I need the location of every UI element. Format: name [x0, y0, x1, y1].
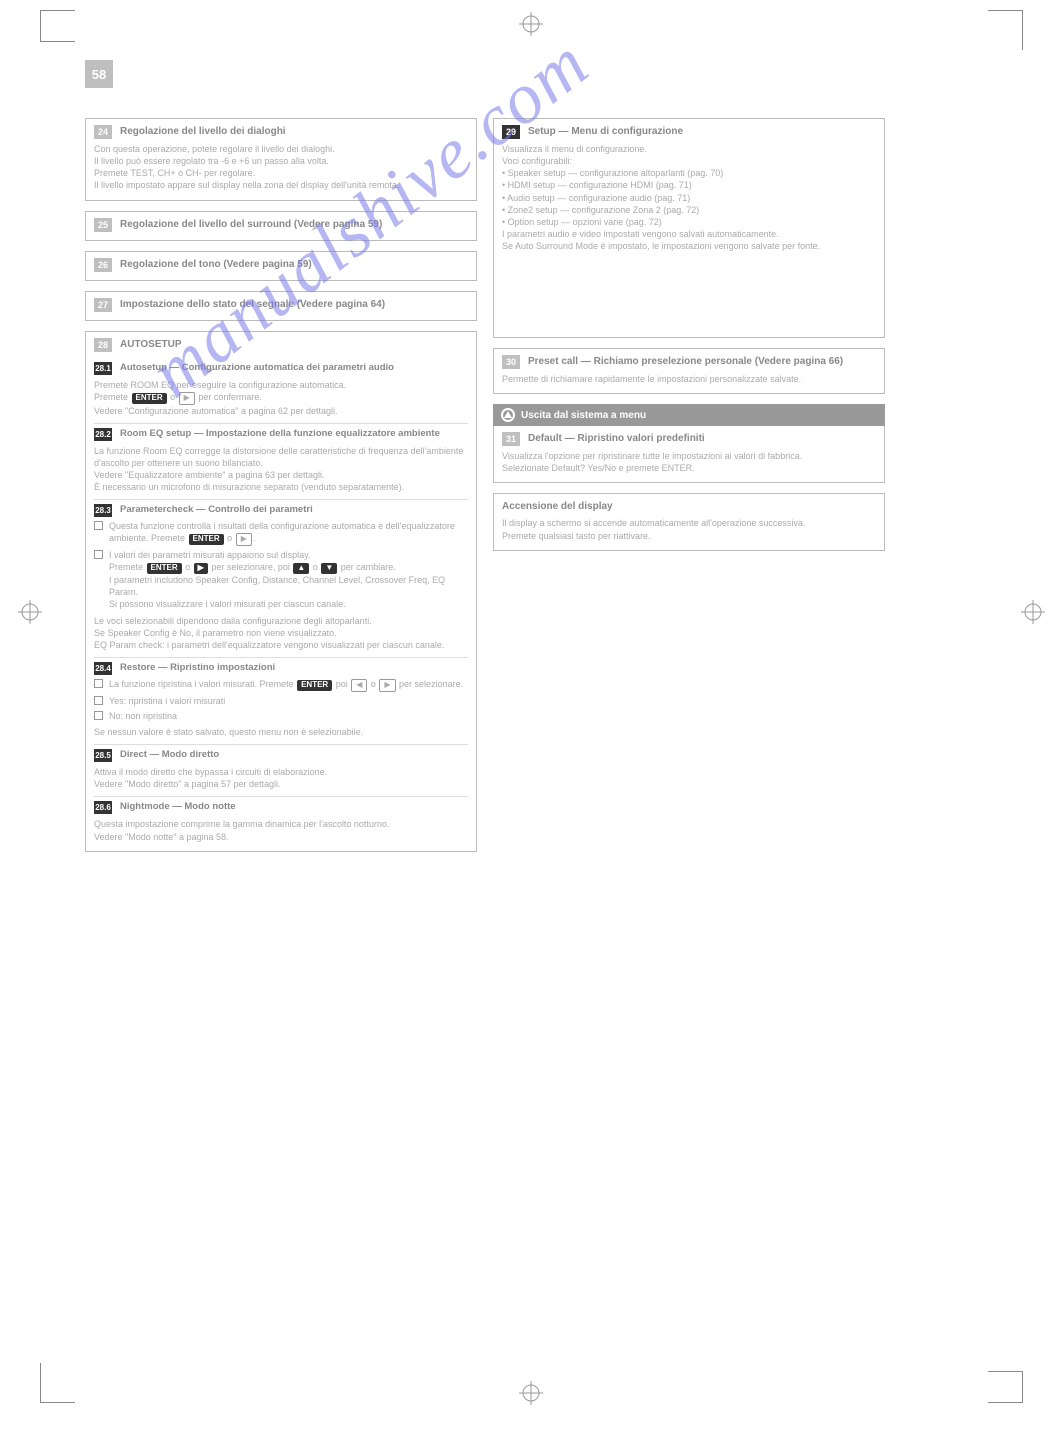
subsection: 28.3 Parametercheck — Controllo dei para… — [94, 499, 468, 651]
bullet-item: I valori dei parametri misurati appaiono… — [94, 549, 468, 610]
bullet-text: La funzione ripristina i valori misurati… — [109, 678, 468, 692]
bullet-item: Yes: ripristina i valori misurati — [94, 695, 468, 707]
subsection-title: Nightmode — Modo notte — [120, 801, 468, 812]
section-25-badge: 25 — [94, 218, 112, 232]
section-26-title: Regolazione del tono (Vedere pagina 59) — [120, 258, 468, 271]
left-column: 24 Regolazione del livello dei dialoghi … — [85, 118, 477, 852]
page-content: 58 24 Regolazione del livello dei dialog… — [85, 60, 885, 1175]
help-banner: Uscita dal sistema a menu — [493, 404, 885, 426]
section-25: 25 Regolazione del livello del surround … — [85, 211, 477, 241]
registration-mark-top — [519, 12, 543, 36]
section-27: 27 Impostazione dello stato del segnale … — [85, 291, 477, 321]
right-column: 29 Setup — Menu di configurazione Visual… — [493, 118, 885, 852]
registration-mark-right — [1021, 600, 1045, 624]
section-28-badge: 28 — [94, 338, 112, 352]
section-exit-body: Il display a schermo si accende automati… — [502, 517, 876, 541]
section-30-title: Preset call — Richiamo preselezione pers… — [528, 355, 876, 368]
subsection: 28.1 Autosetup — Configurazione automati… — [94, 358, 468, 417]
subsection: 28.2 Room EQ setup — Impostazione della … — [94, 423, 468, 494]
bullet-text: I valori dei parametri misurati appaiono… — [109, 549, 468, 610]
checkbox-icon — [94, 521, 103, 530]
section-30: 30 Preset call — Richiamo preselezione p… — [493, 348, 885, 394]
section-27-badge: 27 — [94, 298, 112, 312]
section-24-body: Con questa operazione, potete regolare i… — [94, 143, 468, 192]
crop-mark-tr — [988, 10, 1023, 50]
bullet-text: Questa funzione controlla i risultati de… — [109, 520, 468, 546]
subsection-badge: 28.1 — [94, 362, 112, 375]
section-29-title: Setup — Menu di configurazione — [528, 125, 876, 138]
crop-mark-bl — [40, 1363, 75, 1403]
section-28: 28 AUTOSETUP 28.1 Autosetup — Configuraz… — [85, 331, 477, 852]
section-30-body: Permette di richiamare rapidamente le im… — [502, 373, 876, 385]
subsection-title: Autosetup — Configurazione automatica de… — [120, 362, 468, 373]
section-26: 26 Regolazione del tono (Vedere pagina 5… — [85, 251, 477, 281]
subsection-body: Premete ROOM EQ per eseguire la configur… — [94, 379, 468, 417]
subsection-badge: 28.6 — [94, 801, 112, 814]
checkbox-icon — [94, 696, 103, 705]
section-29-badge: 29 — [502, 125, 520, 139]
subsection-title: Direct — Modo diretto — [120, 749, 468, 760]
section-exit-title: Accensione del display — [502, 500, 876, 513]
bullet-item: Questa funzione controlla i risultati de… — [94, 520, 468, 546]
bullet-text: Yes: ripristina i valori misurati — [109, 695, 468, 707]
bullet-item: La funzione ripristina i valori misurati… — [94, 678, 468, 692]
subsection-body: Attiva il modo diretto che bypassa i cir… — [94, 766, 468, 790]
subsection-body: Se nessun valore è stato salvato, questo… — [94, 726, 468, 738]
section-29: 29 Setup — Menu di configurazione Visual… — [493, 118, 885, 338]
registration-mark-left — [18, 600, 42, 624]
triangle-circle-icon — [501, 408, 515, 422]
subsection-body: Questa impostazione comprime la gamma di… — [94, 818, 468, 842]
section-28-title: AUTOSETUP — [120, 338, 468, 351]
subsection-badge: 28.3 — [94, 504, 112, 517]
section-24-badge: 24 — [94, 125, 112, 139]
section-exit: Accensione del display Il display a sche… — [493, 493, 885, 550]
help-banner-text: Uscita dal sistema a menu — [521, 410, 646, 421]
checkbox-icon — [94, 679, 103, 688]
subsection: 28.4 Restore — Ripristino impostazioni L… — [94, 657, 468, 738]
subsection-badge: 28.4 — [94, 662, 112, 675]
section-31-body: Visualizza l'opzione per ripristinare tu… — [502, 450, 876, 474]
subsection-body: Le voci selezionabili dipendono dalla co… — [94, 615, 468, 651]
bullet-item: No: non ripristina — [94, 710, 468, 722]
checkbox-icon — [94, 550, 103, 559]
section-26-badge: 26 — [94, 258, 112, 272]
subsection-title: Parametercheck — Controllo dei parametri — [120, 504, 468, 515]
section-24-title: Regolazione del livello dei dialoghi — [120, 125, 468, 138]
crop-mark-br — [988, 1371, 1023, 1403]
subsection: 28.6 Nightmode — Modo notte Questa impos… — [94, 796, 468, 842]
section-30-badge: 30 — [502, 355, 520, 369]
section-29-body: Visualizza il menu di configurazione.Voc… — [502, 143, 876, 252]
subsection-badge: 28.5 — [94, 749, 112, 762]
subsection-title: Room EQ setup — Impostazione della funzi… — [120, 428, 468, 439]
section-27-title: Impostazione dello stato del segnale (Ve… — [120, 298, 468, 311]
section-25-title: Regolazione del livello del surround (Ve… — [120, 218, 468, 231]
subsection-title: Restore — Ripristino impostazioni — [120, 662, 468, 673]
section-help: Uscita dal sistema a menu 31 Default — R… — [493, 404, 885, 483]
subsection-badge: 28.2 — [94, 428, 112, 441]
subsection-body: La funzione Room EQ corregge la distorsi… — [94, 445, 468, 494]
section-31-title: Default — Ripristino valori predefiniti — [528, 432, 876, 445]
checkbox-icon — [94, 711, 103, 720]
section-24: 24 Regolazione del livello dei dialoghi … — [85, 118, 477, 201]
registration-mark-bottom — [519, 1381, 543, 1405]
crop-mark-tl — [40, 10, 75, 42]
subsection: 28.5 Direct — Modo diretto Attiva il mod… — [94, 744, 468, 790]
bullet-text: No: non ripristina — [109, 710, 468, 722]
section-31-badge: 31 — [502, 432, 520, 446]
page-number: 58 — [85, 60, 113, 88]
